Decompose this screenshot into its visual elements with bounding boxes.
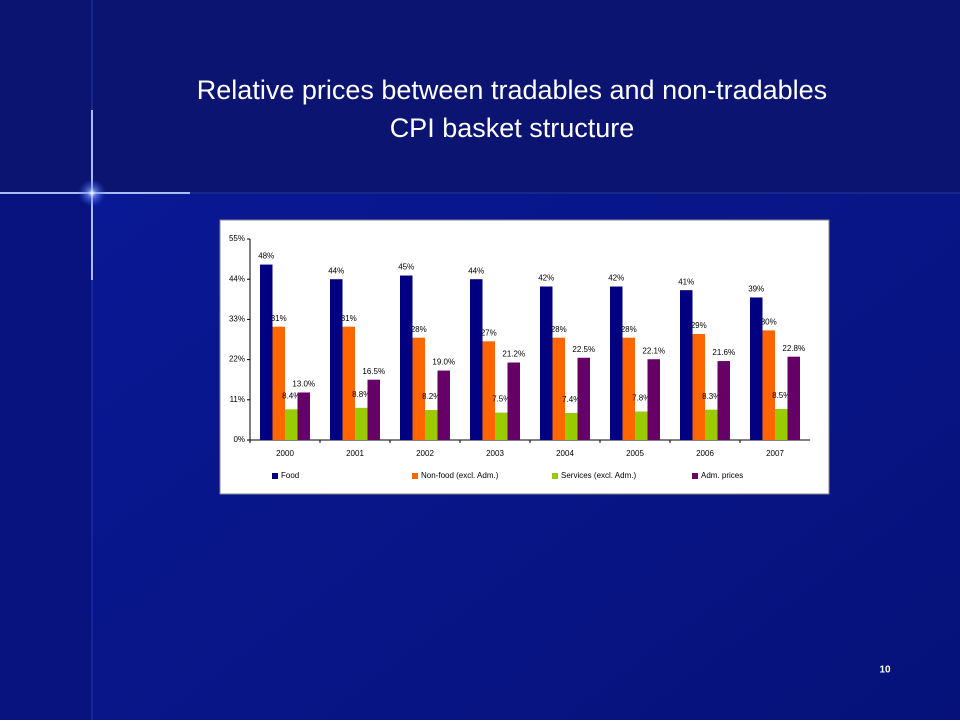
value-label: 42% — [538, 274, 554, 283]
bar — [482, 341, 495, 440]
bar — [285, 409, 298, 440]
legend-swatch — [412, 473, 418, 479]
value-label: 13.0% — [292, 380, 315, 389]
chart-area — [219, 219, 830, 495]
bar — [330, 279, 343, 440]
x-tick-label: 2000 — [276, 449, 294, 458]
bar — [622, 337, 635, 440]
value-label: 16.5% — [362, 367, 385, 376]
slide-title: Relative prices between tradables and no… — [197, 75, 827, 105]
bar — [750, 297, 763, 440]
x-tick-label: 2002 — [416, 449, 434, 458]
legend-label: Services (excl. Adm.) — [561, 471, 636, 480]
value-label: 22.5% — [572, 345, 595, 354]
bar — [507, 362, 520, 440]
y-tick-label: 33% — [229, 315, 245, 324]
value-label: 22.8% — [782, 344, 805, 353]
value-label: 8.8% — [352, 390, 370, 399]
slide-subtitle: CPI basket structure — [390, 113, 635, 143]
bar — [775, 408, 788, 440]
bar — [470, 279, 483, 440]
side-band — [0, 194, 92, 720]
value-label: 41% — [678, 277, 694, 286]
bar — [355, 407, 368, 440]
bar — [717, 361, 730, 440]
bar — [762, 330, 775, 440]
value-label: 19.0% — [432, 358, 455, 367]
y-tick-label: 11% — [230, 395, 245, 404]
value-label: 45% — [398, 263, 414, 272]
bar — [297, 392, 310, 440]
bar — [565, 412, 578, 440]
bar — [260, 264, 273, 440]
value-label: 22.1% — [642, 346, 665, 355]
x-tick-label: 2001 — [346, 449, 364, 458]
value-label: 48% — [258, 252, 274, 261]
bar — [342, 326, 355, 440]
bar — [552, 337, 565, 440]
x-tick-label: 2005 — [626, 449, 644, 458]
page-number: 10 — [879, 665, 891, 676]
value-label: 7.8% — [632, 394, 650, 403]
value-label: 44% — [468, 266, 484, 275]
bar — [787, 356, 800, 440]
bar — [692, 334, 705, 440]
sparkle — [78, 179, 106, 207]
y-tick-label: 22% — [229, 355, 245, 364]
x-tick-label: 2006 — [696, 449, 714, 458]
bar — [577, 357, 590, 440]
legend-label: Adm. prices — [701, 471, 743, 480]
x-tick-label: 2003 — [486, 449, 504, 458]
value-label: 30% — [761, 317, 777, 326]
bar — [705, 409, 718, 440]
legend-label: Non-food (excl. Adm.) — [421, 471, 499, 480]
bar — [412, 337, 425, 440]
value-label: 31% — [341, 314, 357, 323]
header-band — [0, 0, 960, 194]
bar — [272, 326, 285, 440]
legend-swatch — [552, 473, 558, 479]
value-label: 7.5% — [492, 395, 510, 404]
legend-swatch — [692, 473, 698, 479]
bar — [647, 359, 660, 440]
y-tick-label: 44% — [229, 274, 245, 283]
value-label: 8.3% — [702, 392, 720, 401]
bar — [367, 379, 380, 440]
legend-swatch — [272, 473, 278, 479]
bar — [437, 370, 450, 440]
y-tick-label: 55% — [229, 234, 245, 243]
value-label: 8.5% — [772, 391, 790, 400]
value-label: 31% — [271, 314, 287, 323]
value-label: 21.2% — [502, 350, 525, 359]
bar — [680, 290, 693, 440]
value-label: 42% — [608, 274, 624, 283]
bar — [425, 410, 438, 440]
value-label: 39% — [748, 285, 764, 294]
x-tick-label: 2004 — [556, 449, 574, 458]
legend-label: Food — [281, 471, 299, 480]
value-label: 8.4% — [282, 391, 300, 400]
value-label: 29% — [691, 321, 707, 330]
value-label: 27% — [481, 328, 497, 337]
value-label: 8.2% — [422, 392, 440, 401]
y-tick-label: 0% — [233, 435, 245, 444]
value-label: 28% — [411, 325, 427, 334]
value-label: 7.4% — [562, 395, 580, 404]
value-label: 28% — [621, 325, 637, 334]
value-label: 28% — [551, 325, 567, 334]
bar — [495, 412, 508, 440]
bar — [540, 286, 553, 440]
bar — [610, 286, 623, 440]
value-label: 21.6% — [712, 348, 735, 357]
bar — [400, 275, 413, 440]
bar — [635, 411, 648, 440]
x-tick-label: 2007 — [766, 449, 784, 458]
value-label: 44% — [328, 266, 344, 275]
